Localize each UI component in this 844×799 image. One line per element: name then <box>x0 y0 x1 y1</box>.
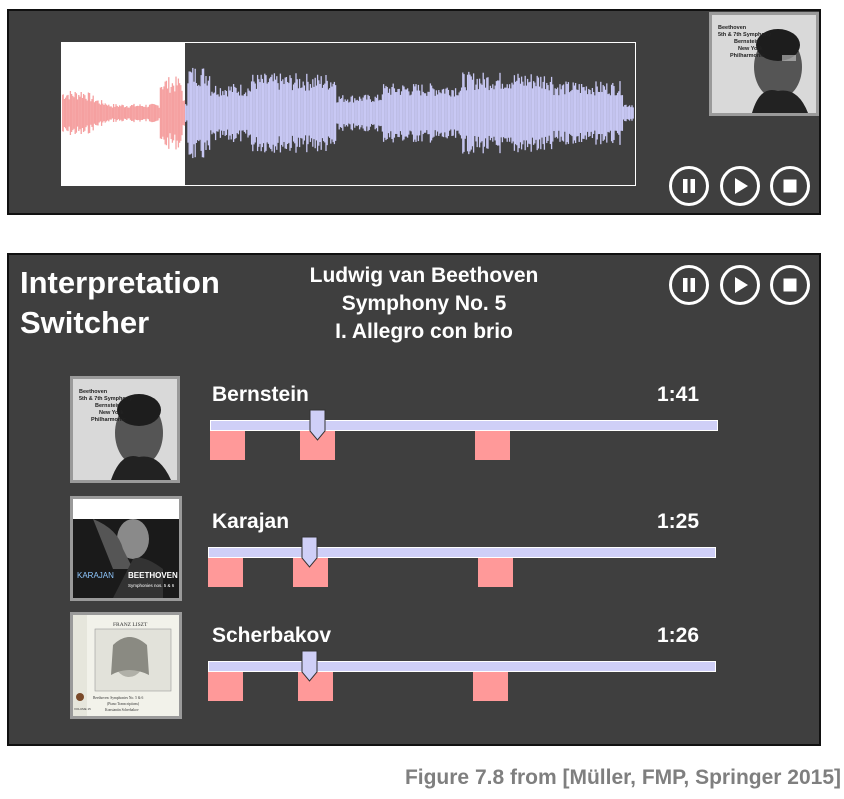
album-text-3: Bernstein <box>734 39 760 45</box>
album-text-1: FRANZ LISZT <box>113 622 148 628</box>
figure-caption: Figure 7.8 from [Müller, FMP, Springer 2… <box>404 766 841 789</box>
switcher-stop-button[interactable] <box>770 265 810 305</box>
section-marker[interactable] <box>474 431 510 460</box>
section-marker[interactable] <box>208 672 243 701</box>
album-cover-scherbakov[interactable]: FRANZ LISZT Beethoven: Symphonies No. 5 … <box>70 612 182 719</box>
piece-info: Ludwig van Beethoven Symphony No. 5 I. A… <box>239 262 609 346</box>
album-text-1: Beethoven <box>79 389 108 395</box>
section-marker[interactable] <box>210 431 245 460</box>
track-bar[interactable] <box>208 661 716 672</box>
section-marker[interactable] <box>472 672 508 701</box>
playhead-handle[interactable] <box>301 536 319 568</box>
section-marker[interactable] <box>477 558 513 587</box>
stop-icon <box>783 278 797 292</box>
performance-time: 1:26 <box>657 624 700 647</box>
performer-name: Scherbakov <box>212 624 332 647</box>
album-text-3: Symphonies nos. 5 & 6 <box>128 583 175 588</box>
track-bar[interactable] <box>210 420 718 431</box>
album-text-4: Konstantin Scherbakov <box>105 708 139 712</box>
page-title: Interpretation Switcher <box>20 265 220 340</box>
album-text-5: Philharmonic <box>730 53 765 59</box>
album-text-4: New York <box>738 46 763 52</box>
album-text-2: Beethoven: Symphonies No. 5 & 6 <box>93 696 144 700</box>
playhead-handle[interactable] <box>309 409 327 441</box>
album-text-1: Beethoven <box>718 25 747 31</box>
composer-label: Ludwig van Beethoven <box>309 264 539 287</box>
album-text-1: KARAJAN <box>77 571 114 580</box>
section-marker[interactable] <box>208 558 243 587</box>
play-button[interactable] <box>720 166 760 206</box>
waveform-display[interactable] <box>61 42 636 186</box>
performance-time: 1:41 <box>657 383 700 406</box>
waveform <box>62 67 634 159</box>
work-label: Symphony No. 5 <box>341 292 507 315</box>
play-icon <box>735 277 748 293</box>
pause-button[interactable] <box>669 166 709 206</box>
album-art: Beethoven 5th & 7th Symphony Bernstein N… <box>73 379 177 480</box>
switcher-pause-button[interactable] <box>669 265 709 305</box>
album-cover-karajan[interactable]: KARAJAN BEETHOVEN Symphonies nos. 5 & 6 <box>70 496 182 601</box>
switcher-play-button[interactable] <box>720 265 760 305</box>
play-icon <box>735 178 748 194</box>
album-text-5: Philharmonic <box>91 417 126 423</box>
playhead-handle[interactable] <box>301 650 319 682</box>
section-marker[interactable] <box>297 672 333 701</box>
album-text-2: 5th & 7th Symphony <box>79 396 133 402</box>
album-text-2: 5th & 7th Symphony <box>718 32 772 38</box>
movement-label: I. Allegro con brio <box>335 320 513 343</box>
album-text-2: BEETHOVEN <box>128 571 178 580</box>
album-text-3: (Piano Transcriptions) <box>107 702 140 706</box>
stop-icon <box>783 179 797 193</box>
album-art: KARAJAN BEETHOVEN Symphonies nos. 5 & 6 <box>73 499 179 598</box>
album-text-4: New York <box>99 410 124 416</box>
performer-name: Bernstein <box>212 383 309 406</box>
waveform-player-panel: Beethoven 5th & 7th Symphony Bernstein N… <box>7 9 821 215</box>
album-text-3: Bernstein <box>95 403 121 409</box>
track-bar[interactable] <box>208 547 716 558</box>
album-cover-bernstein-large: Beethoven 5th & 7th Symphony Bernstein N… <box>709 12 819 116</box>
album-art: Beethoven 5th & 7th Symphony Bernstein N… <box>712 15 816 113</box>
stop-button[interactable] <box>770 166 810 206</box>
performer-name: Karajan <box>212 510 290 533</box>
performance-time: 1:25 <box>657 510 700 533</box>
pause-icon <box>683 179 695 193</box>
album-text-5: VOLUME 15 <box>74 707 91 711</box>
interpretation-switcher-panel: Interpretation Switcher Ludwig van Beeth… <box>7 253 821 746</box>
pause-icon <box>683 278 695 292</box>
album-cover-bernstein[interactable]: Beethoven 5th & 7th Symphony Bernstein N… <box>70 376 180 483</box>
album-art: FRANZ LISZT Beethoven: Symphonies No. 5 … <box>73 615 179 716</box>
